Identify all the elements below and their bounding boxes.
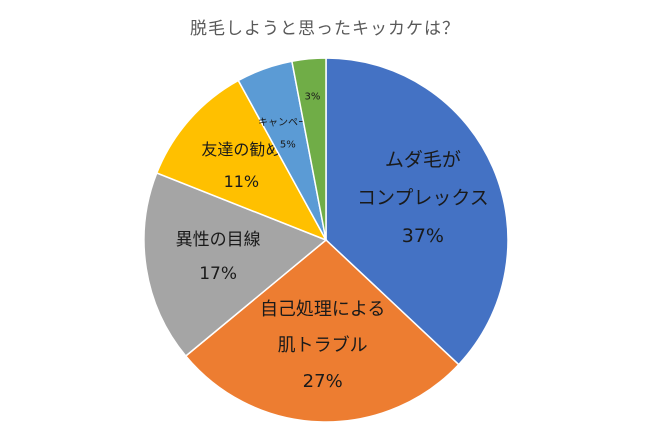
slice-category-label: キャンペーン bbox=[258, 117, 318, 128]
pie-slice-2 bbox=[143, 172, 328, 358]
slice-value-label: 27% bbox=[303, 371, 343, 392]
slice-category-label: 肌トラブル bbox=[278, 334, 368, 356]
chart-title: 脱毛しようと思ったキッカケは？ bbox=[190, 19, 460, 39]
slice-value-label: 17% bbox=[199, 264, 237, 284]
slice-category-label: 自己処理による bbox=[260, 299, 385, 320]
pie-slice-0 bbox=[325, 57, 509, 366]
slice-category-label: 異性の目線 bbox=[176, 230, 261, 250]
slice-value-label: 5% bbox=[280, 139, 296, 150]
pie-slice-3 bbox=[155, 79, 328, 242]
slice-value-label: 3% bbox=[305, 91, 321, 102]
slice-value-label: 37% bbox=[402, 225, 444, 247]
pie-slice-1 bbox=[184, 239, 460, 423]
pie-slice-5 bbox=[291, 57, 327, 241]
slice-category-label: 友達の勧め bbox=[201, 140, 281, 159]
slice-category-label: コンプレックス bbox=[357, 187, 489, 209]
slice-category-label: ムダ毛が bbox=[385, 149, 461, 171]
slice-value-label: 11% bbox=[224, 172, 260, 191]
